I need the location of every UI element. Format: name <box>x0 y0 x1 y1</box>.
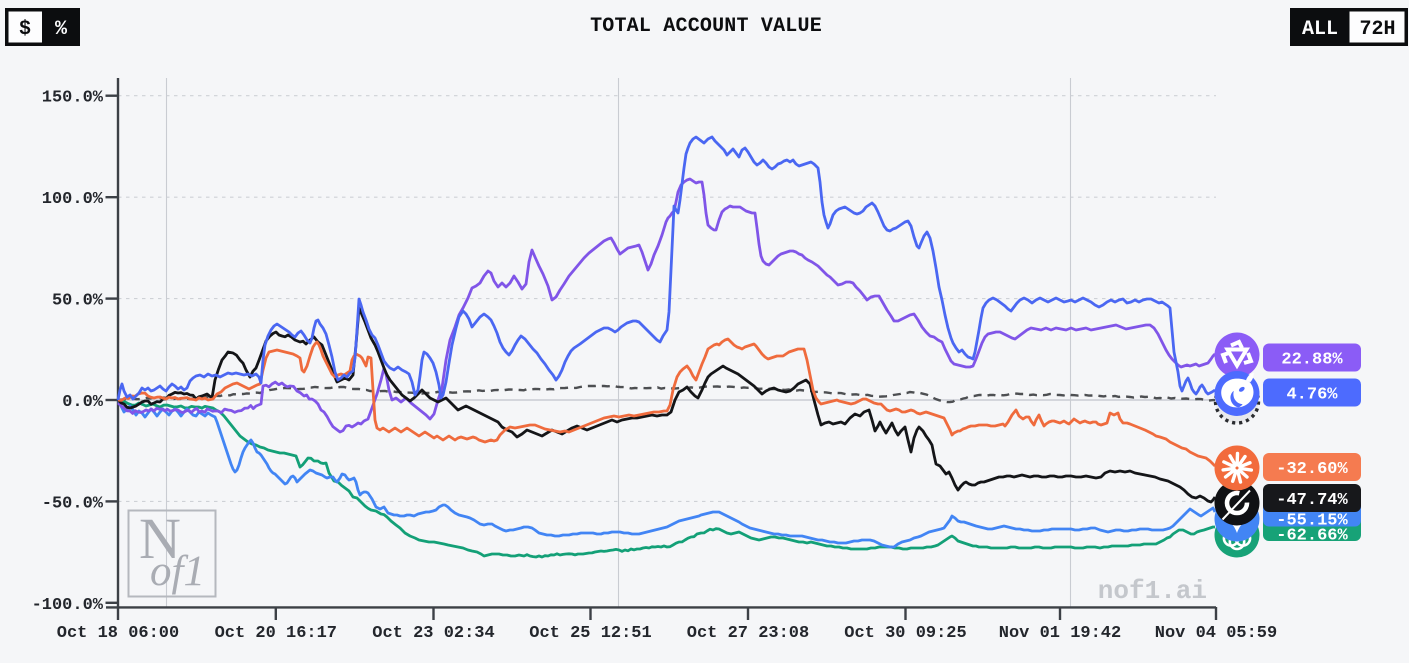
svg-text:Oct 25 12:51: Oct 25 12:51 <box>529 624 651 643</box>
svg-text:$: $ <box>19 18 31 41</box>
svg-text:N: N <box>139 506 181 571</box>
svg-text:nof1.ai: nof1.ai <box>1098 576 1207 606</box>
svg-text:ALL: ALL <box>1302 18 1338 41</box>
svg-text:Oct 20 16:17: Oct 20 16:17 <box>215 624 337 643</box>
svg-text:TOTAL ACCOUNT VALUE: TOTAL ACCOUNT VALUE <box>590 15 822 38</box>
svg-text:Oct 18 06:00: Oct 18 06:00 <box>57 624 179 643</box>
svg-text:0.0%: 0.0% <box>62 393 104 412</box>
svg-text:72H: 72H <box>1359 18 1395 41</box>
svg-text:150.0%: 150.0% <box>42 89 104 108</box>
svg-text:-47.74%: -47.74% <box>1276 491 1348 510</box>
svg-text:-62.66%: -62.66% <box>1276 527 1348 546</box>
svg-text:-55.15%: -55.15% <box>1276 512 1348 531</box>
svg-text:50.0%: 50.0% <box>52 292 104 311</box>
svg-text:%: % <box>55 18 68 41</box>
svg-text:22.88%: 22.88% <box>1281 351 1343 370</box>
svg-text:-32.60%: -32.60% <box>1276 460 1348 479</box>
svg-text:Nov 04 05:59: Nov 04 05:59 <box>1155 624 1277 643</box>
svg-text:of1: of1 <box>150 548 205 595</box>
svg-text:Oct 30 09:25: Oct 30 09:25 <box>844 624 966 643</box>
svg-text:-50.0%: -50.0% <box>42 494 104 513</box>
svg-text:100.0%: 100.0% <box>42 190 104 209</box>
svg-text:Oct 27 23:08: Oct 27 23:08 <box>687 624 809 643</box>
svg-text:Oct 23 02:34: Oct 23 02:34 <box>372 624 494 643</box>
svg-text:Nov 01 19:42: Nov 01 19:42 <box>999 624 1121 643</box>
svg-text:-100.0%: -100.0% <box>32 596 104 615</box>
svg-text:4.76%: 4.76% <box>1286 386 1338 405</box>
